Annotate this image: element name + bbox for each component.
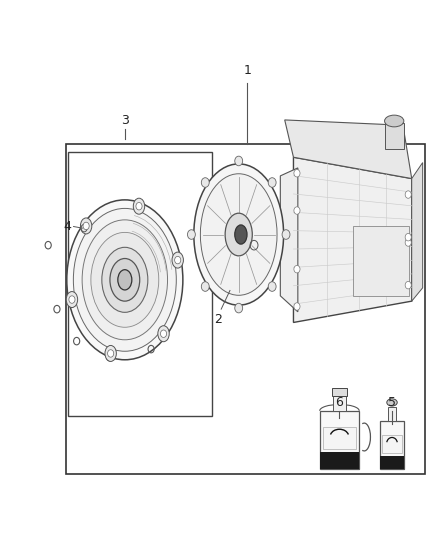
Bar	[388, 407, 396, 422]
Circle shape	[294, 265, 300, 273]
Ellipse shape	[102, 247, 148, 312]
Circle shape	[235, 303, 243, 313]
Circle shape	[69, 296, 75, 303]
Circle shape	[187, 230, 195, 239]
Circle shape	[405, 239, 411, 246]
Bar	[382, 435, 402, 454]
Circle shape	[405, 281, 411, 289]
Bar	[68, 152, 212, 416]
Bar	[323, 426, 356, 449]
Ellipse shape	[67, 200, 183, 360]
Circle shape	[282, 230, 290, 239]
Ellipse shape	[133, 198, 145, 214]
Ellipse shape	[105, 345, 117, 361]
Ellipse shape	[385, 115, 404, 127]
Circle shape	[235, 156, 243, 166]
Text: 5: 5	[388, 397, 396, 409]
Ellipse shape	[91, 232, 159, 327]
Bar	[380, 422, 404, 469]
Ellipse shape	[73, 208, 176, 351]
Circle shape	[294, 169, 300, 177]
Circle shape	[294, 303, 300, 310]
Ellipse shape	[158, 326, 169, 342]
Bar	[333, 395, 346, 411]
Ellipse shape	[81, 218, 92, 234]
Text: 3: 3	[121, 114, 129, 127]
Circle shape	[268, 177, 276, 187]
Ellipse shape	[200, 174, 277, 295]
Text: 6: 6	[336, 397, 343, 409]
Circle shape	[405, 191, 411, 198]
Circle shape	[201, 282, 209, 292]
Circle shape	[160, 330, 166, 337]
Ellipse shape	[82, 220, 167, 340]
Circle shape	[175, 256, 181, 264]
Circle shape	[201, 177, 209, 187]
Ellipse shape	[194, 164, 284, 305]
Ellipse shape	[66, 292, 78, 308]
Bar	[332, 387, 347, 395]
Ellipse shape	[118, 270, 132, 290]
Bar	[66, 144, 425, 474]
Ellipse shape	[172, 252, 184, 268]
Text: 4: 4	[63, 220, 71, 233]
Circle shape	[83, 222, 89, 230]
Bar	[380, 456, 404, 469]
Polygon shape	[293, 157, 412, 322]
Polygon shape	[412, 163, 423, 301]
Polygon shape	[285, 120, 412, 179]
Circle shape	[108, 350, 114, 357]
Text: 1: 1	[244, 64, 251, 77]
Circle shape	[294, 207, 300, 214]
Circle shape	[136, 203, 142, 210]
Text: 2: 2	[214, 313, 222, 326]
Ellipse shape	[225, 213, 252, 256]
Ellipse shape	[387, 399, 397, 406]
Circle shape	[268, 282, 276, 292]
Bar	[320, 411, 359, 469]
Polygon shape	[280, 168, 298, 312]
Bar	[320, 451, 359, 469]
Ellipse shape	[235, 225, 247, 244]
Circle shape	[405, 233, 411, 241]
Bar	[353, 227, 410, 296]
Ellipse shape	[110, 259, 140, 301]
Bar	[385, 123, 404, 149]
